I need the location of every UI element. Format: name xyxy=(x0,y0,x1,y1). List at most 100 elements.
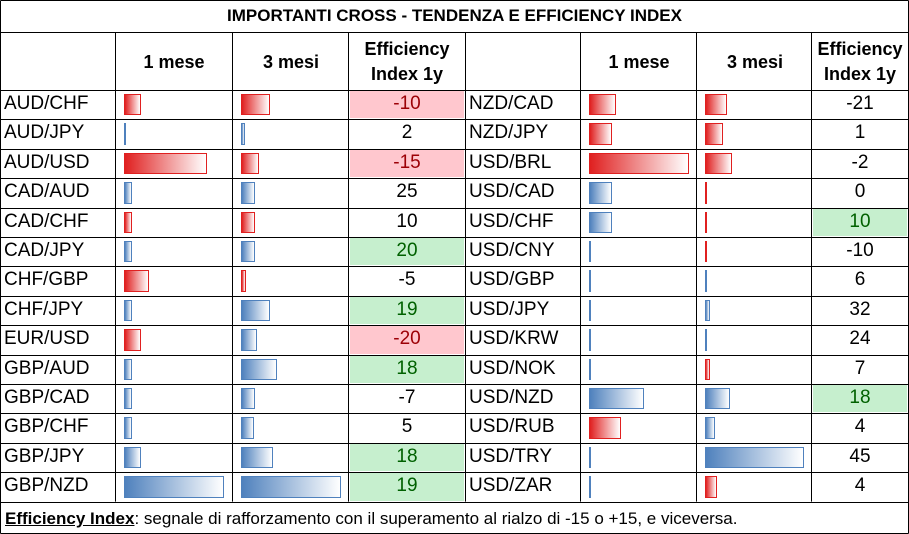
bar-1-mese xyxy=(589,476,591,498)
efficiency-highlight xyxy=(350,326,464,354)
pair-label: AUD/USD xyxy=(4,151,90,173)
bar-3-mesi xyxy=(241,446,273,469)
bar-3-mesi xyxy=(705,446,804,469)
efficiency-value: 2 xyxy=(401,122,413,144)
efficiency-highlight xyxy=(350,473,464,501)
efficiency-value: 18 xyxy=(849,387,871,408)
bar-1-mese xyxy=(124,94,141,116)
efficiency-value: 7 xyxy=(854,357,866,379)
bar-3-mesi xyxy=(705,270,707,292)
pair-label: GBP/AUD xyxy=(4,357,90,379)
efficiency-highlight xyxy=(350,296,464,325)
header-efficiency-line1: Efficiency xyxy=(364,39,450,59)
efficiency-value: -5 xyxy=(398,269,416,291)
bar-3-mesi xyxy=(241,299,270,322)
bar-3-mesi xyxy=(705,299,710,322)
efficiency-value: 24 xyxy=(849,328,871,350)
efficiency-value: 5 xyxy=(401,416,413,438)
footer-label: Efficiency Index xyxy=(5,509,135,528)
bar-3-mesi xyxy=(705,94,727,116)
efficiency-value: 19 xyxy=(396,298,418,320)
efficiency-value: -7 xyxy=(398,387,416,408)
header-efficiency-line2: Index 1y xyxy=(370,64,444,84)
bar-1-mese xyxy=(124,299,132,322)
pair-label: GBP/JPY xyxy=(4,445,85,467)
efficiency-highlight xyxy=(350,238,464,266)
bar-3-mesi xyxy=(241,152,259,175)
bar-3-mesi xyxy=(705,388,730,410)
pair-label: GBP/CAD xyxy=(4,387,90,408)
bar-1-mese xyxy=(589,241,591,263)
pair-label: EUR/USD xyxy=(4,328,90,350)
pair-label: CAD/CHF xyxy=(4,210,89,232)
efficiency-highlight xyxy=(350,149,464,178)
header-efficiency-right: Efficiency Index 1y xyxy=(812,37,908,87)
efficiency-value: 18 xyxy=(396,357,418,379)
bar-3-mesi xyxy=(241,182,255,204)
bar-3-mesi xyxy=(705,182,707,204)
bar-1-mese xyxy=(124,211,132,233)
efficiency-value: -2 xyxy=(851,151,869,173)
bar-1-mese xyxy=(124,476,224,498)
pair-label: GBP/CHF xyxy=(4,416,89,438)
bar-3-mesi xyxy=(705,123,723,145)
bar-1-mese xyxy=(589,270,591,292)
header-efficiency-left: Efficiency Index 1y xyxy=(349,37,465,87)
bar-1-mese xyxy=(124,241,132,263)
pair-label: CAD/JPY xyxy=(4,240,85,261)
bar-1-mese xyxy=(124,446,141,469)
efficiency-value: 32 xyxy=(849,298,871,320)
bar-1-mese xyxy=(589,152,689,175)
efficiency-value: -21 xyxy=(846,93,874,114)
efficiency-value: 20 xyxy=(396,240,418,261)
bar-3-mesi xyxy=(241,94,270,116)
efficiency-value: 1 xyxy=(854,122,866,144)
pair-label: CAD/AUD xyxy=(4,181,90,203)
pair-label: USD/CHF xyxy=(469,210,554,232)
bar-3-mesi xyxy=(241,241,255,263)
header-1-mese-right: 1 mese xyxy=(608,52,670,72)
bar-1-mese xyxy=(124,417,132,439)
pair-label: CHF/JPY xyxy=(4,298,84,320)
pair-label: USD/NZD xyxy=(469,387,554,408)
efficiency-value: -10 xyxy=(846,240,874,261)
bar-3-mesi xyxy=(705,329,707,351)
bar-1-mese xyxy=(124,329,141,351)
bar-3-mesi xyxy=(241,123,245,145)
pair-label: USD/ZAR xyxy=(469,475,553,497)
efficiency-value: 6 xyxy=(854,269,866,291)
bar-1-mese xyxy=(124,358,132,380)
bar-3-mesi xyxy=(241,270,246,292)
bar-3-mesi xyxy=(705,211,707,233)
bar-1-mese xyxy=(124,182,132,204)
bar-3-mesi xyxy=(705,152,732,175)
bar-3-mesi xyxy=(241,329,257,351)
efficiency-value: 19 xyxy=(396,475,418,497)
efficiency-value: -15 xyxy=(393,151,421,173)
efficiency-value: 45 xyxy=(849,445,871,467)
pair-label: USD/RUB xyxy=(469,416,555,438)
efficiency-value: 10 xyxy=(396,210,418,232)
bar-3-mesi xyxy=(241,358,277,380)
header-efficiency-line1: Efficiency xyxy=(817,39,903,59)
bar-1-mese xyxy=(124,123,126,145)
bar-3-mesi xyxy=(705,358,710,380)
bar-3-mesi xyxy=(241,211,255,233)
efficiency-highlight xyxy=(813,385,907,413)
pair-label: GBP/NZD xyxy=(4,475,89,497)
efficiency-highlight xyxy=(350,443,464,472)
efficiency-highlight xyxy=(813,208,907,236)
bar-1-mese xyxy=(589,358,591,380)
efficiency-value: 0 xyxy=(854,181,866,203)
header-efficiency-line2: Index 1y xyxy=(823,64,897,84)
bar-1-mese xyxy=(589,123,612,145)
pair-label: USD/CAD xyxy=(469,181,555,203)
bar-3-mesi xyxy=(241,388,255,410)
header-3-mesi-left: 3 mesi xyxy=(262,52,320,72)
pair-label: USD/CNY xyxy=(469,240,555,261)
pair-label: USD/GBP xyxy=(469,269,555,291)
bar-3-mesi xyxy=(705,417,715,439)
bar-1-mese xyxy=(589,329,591,351)
